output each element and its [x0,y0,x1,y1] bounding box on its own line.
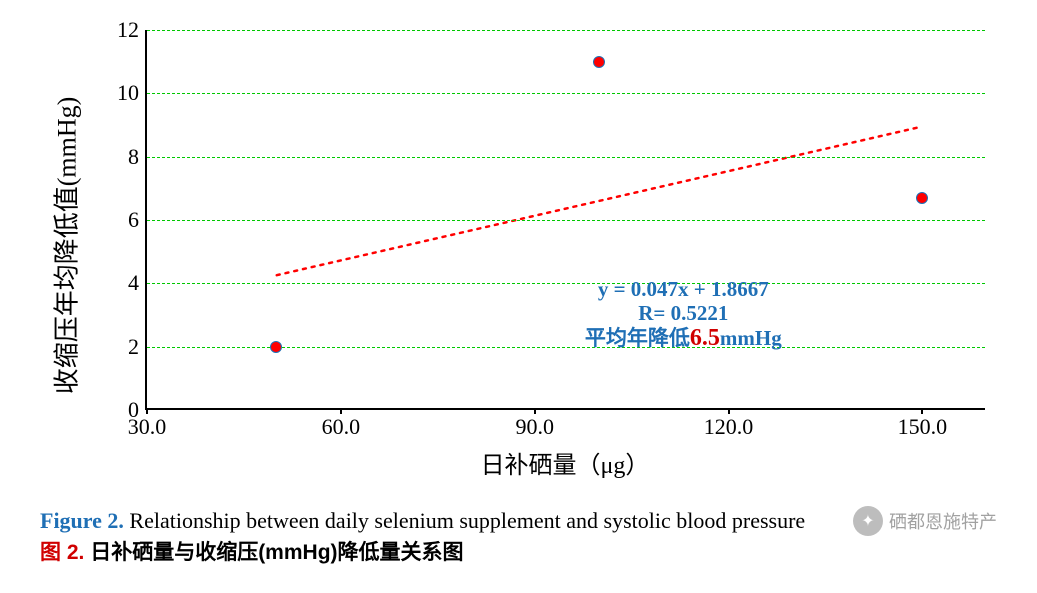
data-point [916,192,928,204]
caption-en-text: Relationship between daily selenium supp… [124,508,805,533]
chart-container: 收缩压年均降低值(mmHg) 02468101230.060.090.0120.… [40,20,1010,480]
gridline-h [147,220,985,221]
y-tick-label: 2 [128,334,139,360]
gridline-h [147,93,985,94]
x-axis-title: 日补硒量（μg） [145,445,985,480]
caption-chinese: 图 2. 日补硒量与收缩压(mmHg)降低量关系图 [40,536,1000,566]
x-tick-label: 30.0 [128,414,167,440]
x-tick-label: 60.0 [322,414,361,440]
data-point [270,341,282,353]
caption-cn-label: 图 2. [40,541,84,564]
gridline-h [147,30,985,31]
data-point [593,56,605,68]
gridline-h [147,157,985,158]
gridline-h [147,283,985,284]
watermark-text: 硒都恩施特产 [889,508,997,534]
x-tick-label: 120.0 [704,414,754,440]
watermark: ✦ 硒都恩施特产 [853,506,997,536]
y-tick-label: 10 [117,80,139,106]
trendline [277,127,920,275]
caption-en-label: Figure 2. [40,508,124,533]
y-tick-label: 8 [128,144,139,170]
y-tick-label: 12 [117,17,139,43]
y-axis-title: 收缩压年均降低值(mmHg) [50,70,80,420]
regression-annotation: y = 0.047x + 1.8667R= 0.5221平均年降低6.5mmHg [585,277,782,353]
watermark-icon: ✦ [853,506,883,536]
y-tick-label: 6 [128,207,139,233]
y-tick-label: 4 [128,270,139,296]
caption-cn-text: 日补硒量与收缩压(mmHg)降低量关系图 [84,541,463,564]
plot-area: 02468101230.060.090.0120.0150.0y = 0.047… [145,30,985,410]
x-tick-label: 90.0 [515,414,554,440]
x-tick-label: 150.0 [898,414,948,440]
